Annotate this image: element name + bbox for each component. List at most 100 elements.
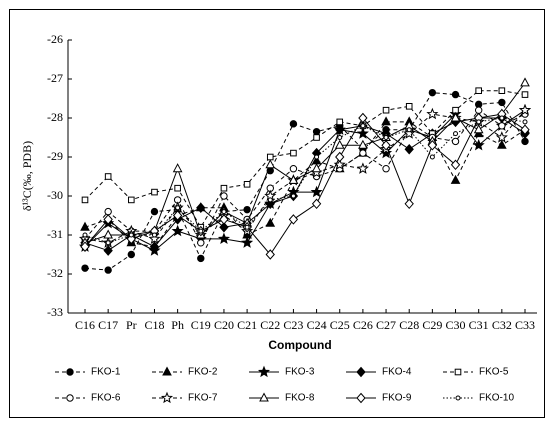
- series-line: [84, 117, 526, 244]
- point: [198, 228, 204, 234]
- point: [80, 221, 90, 231]
- point: [476, 119, 482, 125]
- frame: [9, 9, 545, 418]
- x-tick-label: C23: [283, 318, 303, 332]
- point: [81, 196, 89, 204]
- point: [498, 87, 506, 95]
- point: [104, 266, 112, 274]
- legend-label: FKO-5: [479, 367, 509, 378]
- point: [405, 103, 413, 110]
- point: [382, 106, 390, 114]
- point: [288, 174, 299, 184]
- point: [289, 165, 298, 173]
- legend-label: FKO-7: [188, 393, 218, 404]
- point: [104, 173, 112, 180]
- x-tick-label: Pr: [126, 318, 137, 332]
- legend-marker: [160, 391, 174, 404]
- legend-marker: [356, 366, 366, 378]
- legend-marker: [259, 392, 269, 402]
- point: [80, 241, 90, 252]
- point: [219, 214, 229, 225]
- point: [356, 162, 369, 174]
- point: [196, 202, 206, 213]
- point: [290, 193, 296, 199]
- point: [427, 140, 438, 151]
- point: [451, 90, 460, 99]
- legend-marker: [455, 395, 461, 401]
- point: [150, 207, 159, 216]
- point: [428, 88, 437, 97]
- point: [312, 127, 321, 136]
- point: [358, 139, 368, 149]
- point: [104, 207, 112, 216]
- legend-label: FKO-10: [479, 393, 514, 404]
- point: [336, 118, 344, 126]
- x-tick-label: C27: [376, 318, 396, 332]
- point: [197, 239, 205, 247]
- x-tick-label: C31: [469, 318, 489, 332]
- point: [381, 116, 391, 126]
- point: [127, 250, 136, 259]
- legend-label: FKO-8: [285, 393, 315, 404]
- point: [453, 131, 459, 137]
- point: [521, 91, 529, 98]
- legend-label: FKO-3: [285, 367, 315, 378]
- point: [220, 192, 228, 200]
- point: [404, 198, 414, 210]
- x-tick-label: C26: [353, 318, 373, 332]
- point: [313, 134, 320, 141]
- point: [520, 77, 530, 87]
- point: [265, 217, 276, 227]
- point: [311, 198, 322, 210]
- series-line: [84, 109, 526, 252]
- point: [450, 112, 461, 122]
- point: [518, 103, 532, 116]
- point: [172, 163, 183, 173]
- y-tick-label: -27: [47, 71, 63, 85]
- point: [521, 137, 529, 146]
- x-tick-label: C29: [422, 318, 442, 332]
- point: [103, 214, 113, 225]
- point: [404, 143, 414, 155]
- point: [171, 224, 184, 237]
- point: [358, 112, 368, 124]
- point: [497, 139, 507, 149]
- point: [267, 197, 273, 203]
- point: [290, 149, 297, 157]
- point: [197, 254, 205, 263]
- y-tick-label: -30: [47, 188, 63, 202]
- x-tick-label: C20: [214, 318, 234, 332]
- point: [498, 122, 506, 130]
- point: [334, 139, 345, 149]
- legend-marker: [257, 365, 271, 378]
- point: [243, 181, 251, 188]
- point: [221, 209, 227, 215]
- point: [81, 264, 89, 272]
- series-line: [84, 113, 526, 256]
- legend-label: FKO-1: [91, 367, 121, 378]
- point: [403, 127, 416, 139]
- point: [426, 107, 439, 120]
- x-tick-label: C25: [330, 318, 350, 332]
- point: [289, 120, 298, 128]
- point: [335, 124, 345, 135]
- point: [450, 159, 461, 171]
- point: [175, 205, 181, 211]
- point: [311, 163, 322, 173]
- x-tick-label: C28: [399, 318, 419, 332]
- point: [522, 119, 528, 125]
- point: [220, 184, 228, 192]
- legend-label: FKO-9: [382, 393, 412, 404]
- point: [495, 131, 508, 143]
- point: [149, 241, 160, 252]
- y-tick-label: -33: [47, 305, 63, 319]
- point: [310, 185, 323, 198]
- point: [244, 224, 250, 230]
- point: [265, 159, 276, 169]
- point: [174, 184, 181, 192]
- x-tick-label: C17: [98, 318, 118, 332]
- point: [217, 232, 230, 245]
- point: [105, 240, 111, 246]
- point: [450, 174, 461, 184]
